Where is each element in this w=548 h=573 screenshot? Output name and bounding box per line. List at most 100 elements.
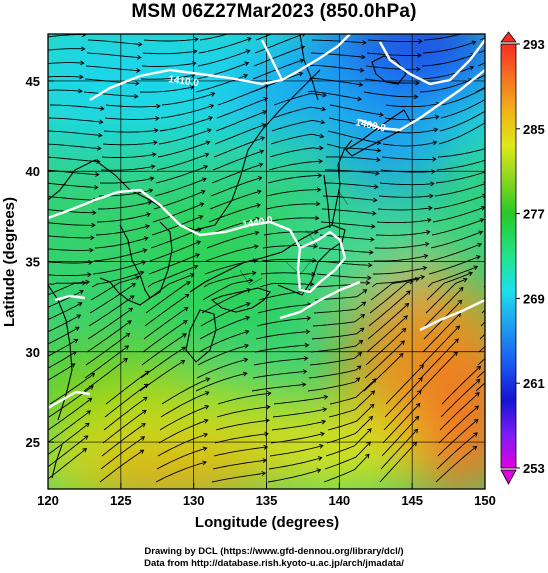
streamline [433,194,485,210]
streamline [158,419,208,444]
streamline-arrowhead [144,370,150,376]
streamline [209,190,262,210]
streamline-arrowhead [151,152,157,158]
streamline [427,266,478,288]
streamline [102,410,147,444]
streamline-arrowhead [202,446,208,452]
streamline [100,165,155,171]
streamline-arrowhead [260,136,266,141]
streamline [48,302,83,320]
streamline-arrowhead [208,116,214,121]
streamline [437,148,485,158]
streamline [378,195,433,198]
streamline [422,312,461,353]
streamline [104,117,159,120]
streamline-arrowhead [195,253,201,258]
streamline-arrowhead [317,456,323,461]
streamline-arrowhead [192,49,198,54]
streamline-arrowhead [419,364,425,370]
streamline [311,327,365,340]
streamline [48,89,82,92]
streamline [48,326,80,345]
streamline [143,307,189,340]
streamline [159,405,209,431]
streamline-arrowhead [245,315,251,321]
streamline-arrowhead [76,314,82,319]
streamline-arrowhead [356,365,362,370]
streamline [142,320,188,353]
streamline [321,208,376,214]
streamline-arrowhead [368,262,373,268]
streamline [141,62,196,67]
streamline [327,130,381,144]
y-axis-label: Latitude (degrees) [1,197,18,327]
streamline [157,433,208,457]
colorbar-tick-label: 293 [523,37,545,52]
streamline [48,273,91,277]
streamline [475,382,485,392]
streamline-arrowhead [537,429,541,433]
streamline [198,330,249,353]
streamline [48,235,94,239]
streamline-arrowhead [92,210,97,216]
graticule [48,34,485,489]
streamline [272,408,327,418]
streamline [95,225,150,236]
streamline [367,39,423,43]
colorbar-bottom-triangle [500,469,517,485]
streamline [84,345,129,379]
streamline-arrowhead [254,230,260,236]
streamline-arrowhead [146,212,152,218]
streamline-arrowhead [243,73,248,79]
streamline-arrowhead [478,230,484,235]
streamline-arrowhead [318,443,324,449]
streamline [315,282,370,288]
streamline-arrowhead [423,253,429,259]
streamline-arrowhead [98,132,103,138]
credit-drawing: Drawing by DCL (https://www.gfd-dennou.o… [144,546,404,557]
streamline-arrowhead [202,177,207,182]
streamline [429,243,482,262]
streamline [149,241,201,262]
streamline-arrowhead [82,447,88,453]
streamline-arrowhead [251,270,257,276]
streamline-arrowhead [486,158,490,162]
streamline-arrowhead [140,436,146,441]
streamline [48,435,88,468]
streamline [437,419,479,457]
streamline [419,351,458,392]
streamline-arrowhead [458,286,464,292]
streamline [48,261,92,264]
streamline [307,90,362,100]
streamline-arrowhead [184,293,190,299]
streamline [160,391,210,418]
streamline-arrowhead [538,74,542,78]
streamline-arrowhead [80,46,86,52]
streamline-arrowhead [473,418,479,424]
streamline-arrowhead [457,299,463,305]
streamline-arrowhead [400,340,405,346]
streamline [308,365,362,379]
streamline [441,87,485,106]
streamline-arrowhead [304,342,310,348]
streamline [383,390,422,431]
streamline [422,41,476,54]
streamline-arrowhead [125,332,131,338]
colorbar-tick-label: 277 [523,207,545,222]
streamline [424,287,464,327]
streamline [327,403,375,431]
streamline [438,405,479,444]
streamline [328,390,375,418]
streamline [48,143,101,150]
streamline-arrowhead [90,235,95,241]
streamline [439,110,485,132]
streamline-arrowhead [150,164,156,170]
streamline-arrowhead [309,281,315,287]
streamline-arrowhead [536,443,540,447]
streamline [105,104,160,108]
streamline [196,358,248,379]
colorbar-tick-label: 261 [523,376,545,391]
streamline-arrowhead [204,152,210,158]
streamline [158,129,212,145]
y-tick-label: 35 [26,255,40,270]
